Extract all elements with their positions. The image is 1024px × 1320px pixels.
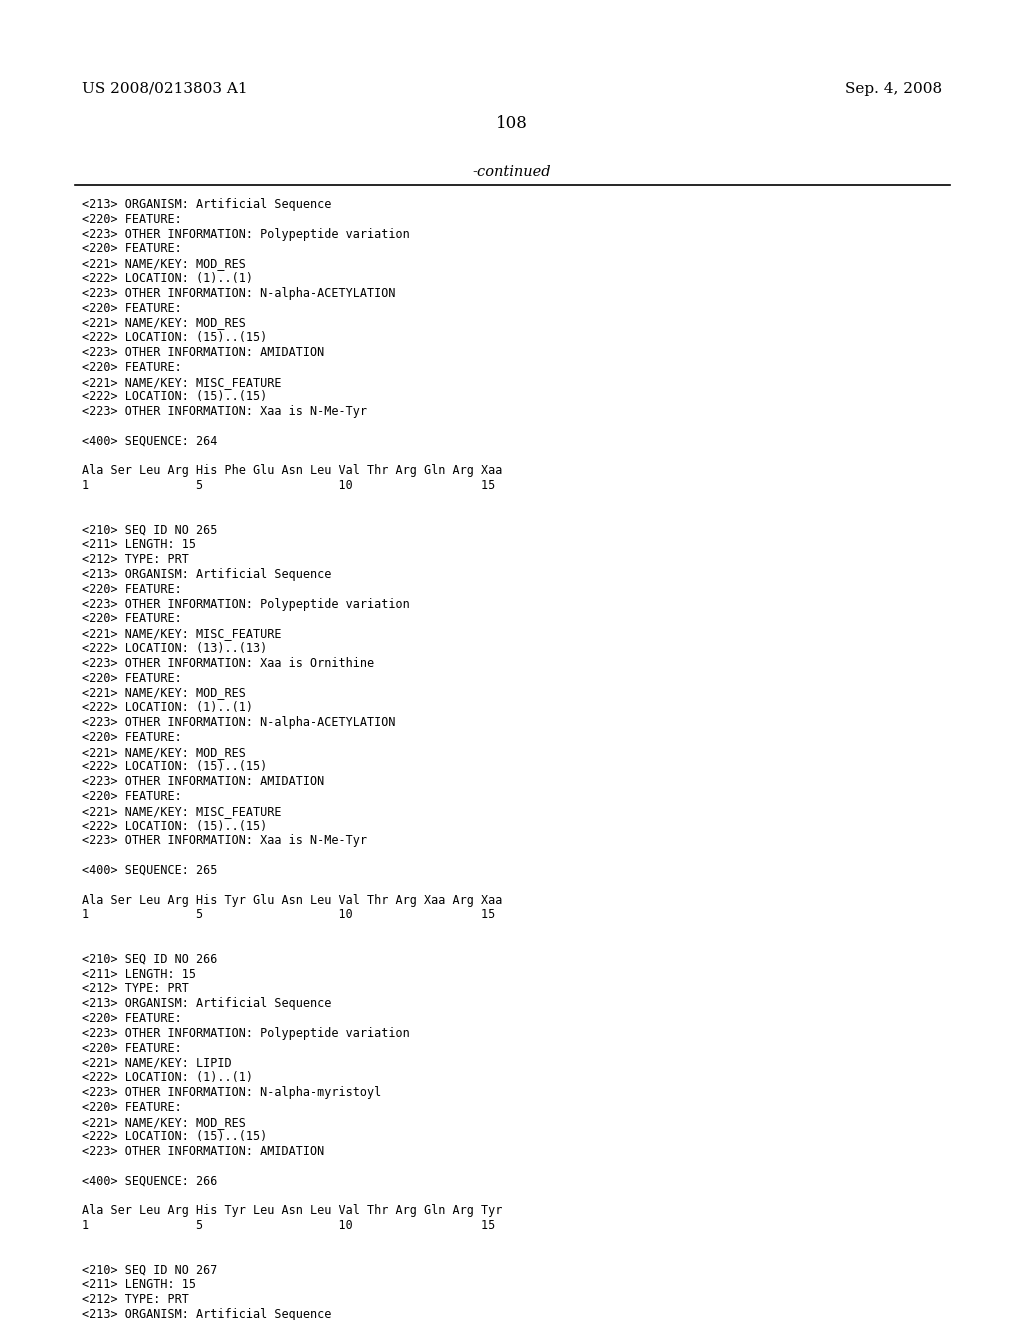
Text: <220> FEATURE:: <220> FEATURE:	[82, 583, 181, 595]
Text: <220> FEATURE:: <220> FEATURE:	[82, 243, 181, 255]
Text: <223> OTHER INFORMATION: AMIDATION: <223> OTHER INFORMATION: AMIDATION	[82, 1146, 325, 1158]
Text: Ala Ser Leu Arg His Tyr Leu Asn Leu Val Thr Arg Gln Arg Tyr: Ala Ser Leu Arg His Tyr Leu Asn Leu Val …	[82, 1204, 503, 1217]
Text: <222> LOCATION: (13)..(13): <222> LOCATION: (13)..(13)	[82, 642, 267, 655]
Text: <223> OTHER INFORMATION: AMIDATION: <223> OTHER INFORMATION: AMIDATION	[82, 346, 325, 359]
Text: <212> TYPE: PRT: <212> TYPE: PRT	[82, 553, 188, 566]
Text: <210> SEQ ID NO 266: <210> SEQ ID NO 266	[82, 953, 217, 966]
Text: <223> OTHER INFORMATION: Polypeptide variation: <223> OTHER INFORMATION: Polypeptide var…	[82, 1027, 410, 1040]
Text: <220> FEATURE:: <220> FEATURE:	[82, 301, 181, 314]
Text: <220> FEATURE:: <220> FEATURE:	[82, 789, 181, 803]
Text: 1               5                   10                  15: 1 5 10 15	[82, 908, 496, 921]
Text: <221> NAME/KEY: MOD_RES: <221> NAME/KEY: MOD_RES	[82, 1115, 246, 1129]
Text: <223> OTHER INFORMATION: N-alpha-myristoyl: <223> OTHER INFORMATION: N-alpha-myristo…	[82, 1086, 381, 1100]
Text: <211> LENGTH: 15: <211> LENGTH: 15	[82, 1278, 196, 1291]
Text: <400> SEQUENCE: 265: <400> SEQUENCE: 265	[82, 865, 217, 876]
Text: <222> LOCATION: (15)..(15): <222> LOCATION: (15)..(15)	[82, 1130, 267, 1143]
Text: <221> NAME/KEY: MOD_RES: <221> NAME/KEY: MOD_RES	[82, 686, 246, 700]
Text: <222> LOCATION: (15)..(15): <222> LOCATION: (15)..(15)	[82, 820, 267, 833]
Text: 108: 108	[496, 115, 528, 132]
Text: <220> FEATURE:: <220> FEATURE:	[82, 672, 181, 685]
Text: <400> SEQUENCE: 264: <400> SEQUENCE: 264	[82, 434, 217, 447]
Text: <223> OTHER INFORMATION: Xaa is N-Me-Tyr: <223> OTHER INFORMATION: Xaa is N-Me-Tyr	[82, 405, 367, 418]
Text: <221> NAME/KEY: MOD_RES: <221> NAME/KEY: MOD_RES	[82, 746, 246, 759]
Text: <212> TYPE: PRT: <212> TYPE: PRT	[82, 1294, 188, 1307]
Text: <220> FEATURE:: <220> FEATURE:	[82, 731, 181, 743]
Text: Sep. 4, 2008: Sep. 4, 2008	[845, 82, 942, 96]
Text: <221> NAME/KEY: MISC_FEATURE: <221> NAME/KEY: MISC_FEATURE	[82, 627, 282, 640]
Text: <220> FEATURE:: <220> FEATURE:	[82, 612, 181, 626]
Text: <213> ORGANISM: Artificial Sequence: <213> ORGANISM: Artificial Sequence	[82, 568, 332, 581]
Text: <223> OTHER INFORMATION: N-alpha-ACETYLATION: <223> OTHER INFORMATION: N-alpha-ACETYLA…	[82, 286, 395, 300]
Text: <220> FEATURE:: <220> FEATURE:	[82, 1041, 181, 1055]
Text: <222> LOCATION: (15)..(15): <222> LOCATION: (15)..(15)	[82, 391, 267, 404]
Text: <223> OTHER INFORMATION: N-alpha-ACETYLATION: <223> OTHER INFORMATION: N-alpha-ACETYLA…	[82, 715, 395, 729]
Text: -continued: -continued	[473, 165, 551, 180]
Text: <213> ORGANISM: Artificial Sequence: <213> ORGANISM: Artificial Sequence	[82, 997, 332, 1010]
Text: <223> OTHER INFORMATION: Xaa is N-Me-Tyr: <223> OTHER INFORMATION: Xaa is N-Me-Tyr	[82, 834, 367, 847]
Text: <212> TYPE: PRT: <212> TYPE: PRT	[82, 982, 188, 995]
Text: <221> NAME/KEY: MISC_FEATURE: <221> NAME/KEY: MISC_FEATURE	[82, 805, 282, 818]
Text: 1               5                   10                  15: 1 5 10 15	[82, 1220, 496, 1232]
Text: <220> FEATURE:: <220> FEATURE:	[82, 213, 181, 226]
Text: <222> LOCATION: (1)..(1): <222> LOCATION: (1)..(1)	[82, 701, 253, 714]
Text: US 2008/0213803 A1: US 2008/0213803 A1	[82, 82, 248, 96]
Text: Ala Ser Leu Arg His Phe Glu Asn Leu Val Thr Arg Gln Arg Xaa: Ala Ser Leu Arg His Phe Glu Asn Leu Val …	[82, 465, 503, 478]
Text: <223> OTHER INFORMATION: AMIDATION: <223> OTHER INFORMATION: AMIDATION	[82, 775, 325, 788]
Text: <223> OTHER INFORMATION: Polypeptide variation: <223> OTHER INFORMATION: Polypeptide var…	[82, 227, 410, 240]
Text: Ala Ser Leu Arg His Tyr Glu Asn Leu Val Thr Arg Xaa Arg Xaa: Ala Ser Leu Arg His Tyr Glu Asn Leu Val …	[82, 894, 503, 907]
Text: 1               5                   10                  15: 1 5 10 15	[82, 479, 496, 492]
Text: <220> FEATURE:: <220> FEATURE:	[82, 360, 181, 374]
Text: <223> OTHER INFORMATION: Polypeptide variation: <223> OTHER INFORMATION: Polypeptide var…	[82, 598, 410, 611]
Text: <213> ORGANISM: Artificial Sequence: <213> ORGANISM: Artificial Sequence	[82, 1308, 332, 1320]
Text: <222> LOCATION: (15)..(15): <222> LOCATION: (15)..(15)	[82, 331, 267, 345]
Text: <221> NAME/KEY: MOD_RES: <221> NAME/KEY: MOD_RES	[82, 257, 246, 271]
Text: <211> LENGTH: 15: <211> LENGTH: 15	[82, 968, 196, 981]
Text: <220> FEATURE:: <220> FEATURE:	[82, 1012, 181, 1026]
Text: <400> SEQUENCE: 266: <400> SEQUENCE: 266	[82, 1175, 217, 1188]
Text: <210> SEQ ID NO 267: <210> SEQ ID NO 267	[82, 1263, 217, 1276]
Text: <211> LENGTH: 15: <211> LENGTH: 15	[82, 539, 196, 552]
Text: <220> FEATURE:: <220> FEATURE:	[82, 1101, 181, 1114]
Text: <223> OTHER INFORMATION: Xaa is Ornithine: <223> OTHER INFORMATION: Xaa is Ornithin…	[82, 657, 374, 669]
Text: <222> LOCATION: (1)..(1): <222> LOCATION: (1)..(1)	[82, 1072, 253, 1084]
Text: <210> SEQ ID NO 265: <210> SEQ ID NO 265	[82, 524, 217, 537]
Text: <222> LOCATION: (1)..(1): <222> LOCATION: (1)..(1)	[82, 272, 253, 285]
Text: <222> LOCATION: (15)..(15): <222> LOCATION: (15)..(15)	[82, 760, 267, 774]
Text: <221> NAME/KEY: LIPID: <221> NAME/KEY: LIPID	[82, 1056, 231, 1069]
Text: <213> ORGANISM: Artificial Sequence: <213> ORGANISM: Artificial Sequence	[82, 198, 332, 211]
Text: <221> NAME/KEY: MOD_RES: <221> NAME/KEY: MOD_RES	[82, 317, 246, 330]
Text: <221> NAME/KEY: MISC_FEATURE: <221> NAME/KEY: MISC_FEATURE	[82, 376, 282, 388]
